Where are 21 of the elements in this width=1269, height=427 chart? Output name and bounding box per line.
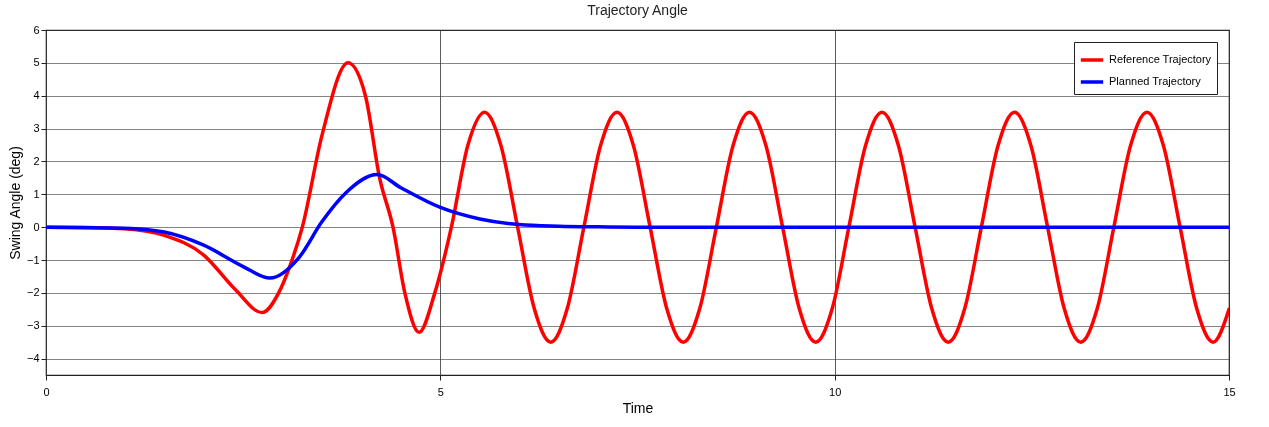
y-tick-label: −1 (26, 253, 40, 266)
y-tick-label: 4 (33, 89, 40, 102)
chart-title: Trajectory Angle (587, 2, 689, 18)
x-tick-label: 0 (43, 385, 50, 398)
y-tick-label: −3 (26, 319, 40, 332)
x-axis-title: Time (622, 399, 654, 416)
y-tick-label: −4 (26, 352, 40, 365)
y-tick-label: 2 (33, 154, 40, 167)
legend-label: Planned Trajectory (1109, 75, 1202, 87)
x-tick-label: 10 (829, 385, 842, 398)
y-tick-label: 0 (33, 220, 40, 233)
x-tick-label: 15 (1223, 385, 1236, 398)
y-tick-label: −2 (26, 286, 40, 299)
y-tick-label: 3 (33, 122, 40, 135)
line-series (46, 172, 1229, 280)
y-tick-label: 5 (33, 56, 40, 69)
y-axis-title: Swing Angle (deg) (6, 146, 23, 260)
y-tick-label: 6 (33, 23, 40, 36)
legend-label: Reference Trajectory (1109, 53, 1212, 65)
y-tick-label: 1 (33, 187, 40, 200)
x-tick-label: 5 (437, 385, 444, 398)
